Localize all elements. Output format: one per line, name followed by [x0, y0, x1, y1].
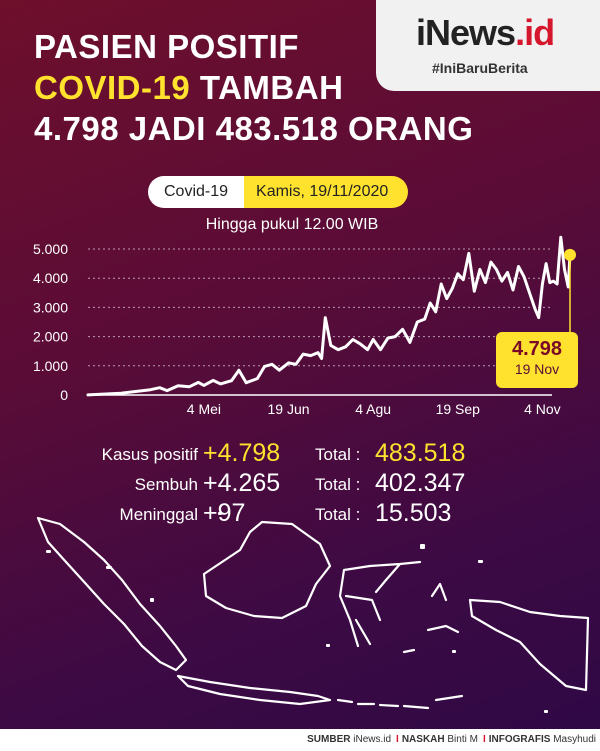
positive-total-label: Total :: [315, 445, 361, 464]
sulawesi-island: [338, 560, 422, 648]
x-axis-ticks: 4 Mei 19 Jun 4 Agu 19 Sep 4 Nov: [187, 401, 561, 417]
pill-topic: Covid-19: [148, 176, 245, 208]
maluku-islands: [402, 582, 460, 654]
footer-separator-2: I: [482, 734, 486, 745]
x-tick-label: 19 Sep: [436, 401, 481, 417]
footer-separator-1: I: [396, 734, 399, 745]
subtitle-text: Hingga pukul 12.00 WIB: [205, 216, 379, 233]
y-tick-label: 0: [60, 387, 68, 403]
java-island: [176, 674, 332, 706]
recovered-delta: +4.265: [203, 469, 281, 497]
latest-value-callout: 4.798 19 Nov: [496, 332, 578, 388]
logo-suffix: .id: [515, 12, 555, 53]
x-tick-label: 19 Jun: [268, 401, 310, 417]
y-axis-ticks: 0 1.000 2.000 3.000 4.000 5.000: [33, 241, 68, 403]
positive-total: 483.518: [375, 439, 466, 467]
infografis-value: Masyhudi: [553, 734, 596, 745]
naskah-label: NASKAH: [401, 734, 445, 745]
naskah-value: Binti M: [447, 734, 478, 745]
positive-label: Kasus positif: [101, 445, 198, 464]
pill-date: Kamis, 19/11/2020: [244, 176, 409, 208]
nusa-tenggara-islands: [336, 694, 464, 710]
chart-grid: [88, 248, 552, 396]
x-tick-label: 4 Agu: [355, 401, 391, 417]
infografis-label: INFOGRAFIS: [488, 734, 551, 745]
brand-block: iNews.id #IniBaruBerita: [376, 0, 600, 91]
sumatra-island: [36, 516, 188, 672]
x-tick-label: 4 Nov: [524, 401, 561, 417]
y-tick-label: 3.000: [33, 299, 68, 315]
headline-line-1: PASIEN POSITIF: [34, 28, 299, 65]
logo-prefix: i: [416, 12, 426, 53]
positive-delta: +4.798: [203, 439, 281, 467]
y-tick-label: 1.000: [33, 358, 68, 374]
deaths-total-label: Total :: [315, 505, 361, 524]
source-value: iNews.id: [353, 734, 392, 745]
last-point-marker: [564, 248, 576, 261]
kalimantan-island: [202, 520, 332, 620]
deaths-delta: +97: [203, 499, 246, 527]
deaths-total: 15.503: [375, 499, 452, 527]
indonesia-map-illustration: [36, 512, 590, 713]
small-islands: [46, 512, 548, 713]
y-tick-label: 5.000: [33, 241, 68, 257]
headline-tambah: TAMBAH: [190, 69, 344, 106]
credits-footer: SUMBER iNews.id I NASKAH Binti M I INFOGRAFI…: [0, 729, 600, 751]
deaths-label: Meninggal: [119, 505, 198, 524]
callout-date: 19 Nov: [514, 361, 560, 377]
recovered-total-label: Total :: [315, 475, 361, 494]
headline-line-3: 4.798 JADI 483.518 ORANG: [34, 110, 474, 147]
recovered-total: 402.347: [375, 469, 466, 497]
papua-island: [468, 598, 590, 692]
y-tick-label: 2.000: [33, 329, 68, 345]
headline-covid: COVID-19: [34, 69, 191, 106]
headline-line-2: COVID-19 TAMBAH: [34, 67, 473, 108]
source-label: SUMBER: [307, 734, 351, 745]
headline: PASIEN POSITIF COVID-19 TAMBAH 4.798 JAD…: [34, 26, 473, 149]
recovered-label: Sembuh: [134, 475, 198, 494]
callout-value: 4.798: [511, 338, 563, 360]
y-tick-label: 4.000: [33, 270, 68, 286]
inews-logo[interactable]: iNews.id: [416, 12, 555, 54]
logo-main: News: [425, 12, 516, 53]
hashtag: #IniBaruBerita: [432, 60, 528, 76]
x-tick-label: 4 Mei: [187, 401, 221, 417]
date-pill: Covid-19 Kamis, 19/11/2020: [148, 176, 409, 208]
footer-credits: SUMBER iNews.id I NASKAH Binti M I INFOGRAFI…: [307, 734, 598, 745]
chart-subtitle: Hingga pukul 12.00 WIB: [0, 216, 600, 234]
series-line: [86, 235, 572, 397]
